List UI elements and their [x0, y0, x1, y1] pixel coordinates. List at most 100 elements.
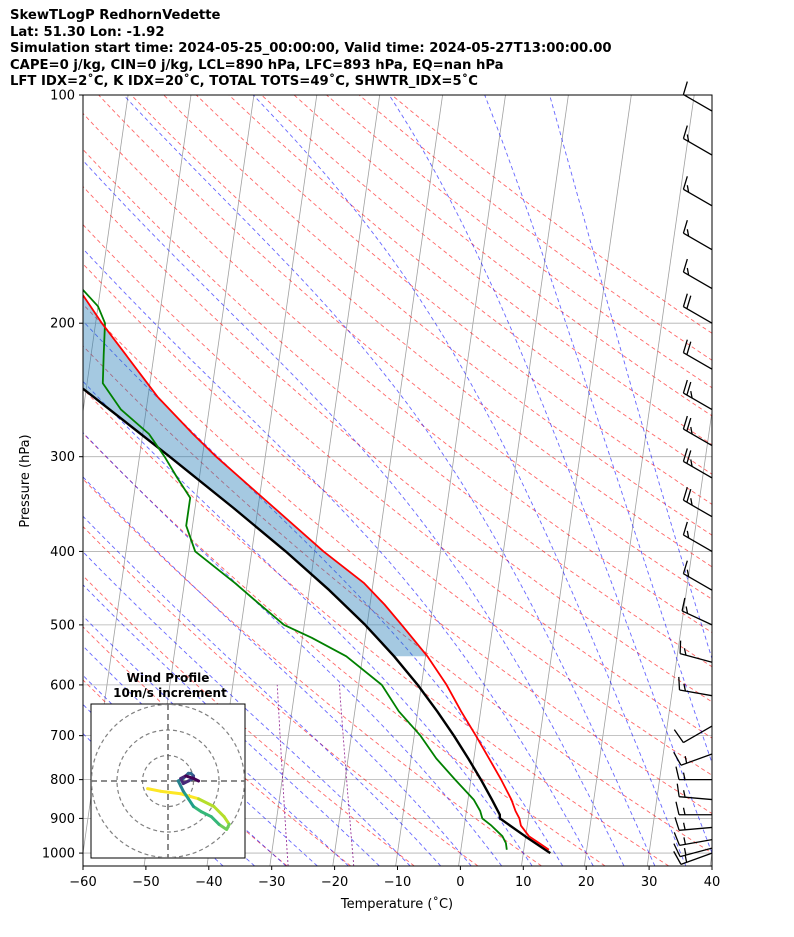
hodograph-segment: [209, 815, 221, 826]
dry-adiabat-line: [326, 95, 712, 389]
wind-barb-feather: [682, 415, 688, 430]
wind-barb-half-feather: [690, 459, 693, 467]
wind-barb-half-feather: [690, 498, 693, 506]
hodograph-segment: [222, 815, 231, 826]
mixing-ratio-lines: [276, 684, 355, 866]
wind-barb-half-feather: [685, 606, 689, 614]
moist-adiabat-line: [123, 95, 656, 866]
wind-barb-staff: [683, 460, 713, 479]
x-tick-label: −20: [321, 875, 348, 890]
wind-barb-feather: [673, 751, 682, 766]
wind-barb-staff: [683, 232, 713, 251]
x-tick-label: −40: [195, 875, 222, 890]
wind-barb: [682, 560, 713, 591]
wind-barb-half-feather: [682, 790, 686, 798]
wind-barb-staff: [683, 534, 713, 552]
wind-barb-half-feather: [682, 822, 686, 830]
time-line: Simulation start time: 2024-05-25_00:00:…: [10, 41, 612, 56]
wind-barb-feather: [682, 487, 688, 501]
wind-barb-half-feather: [686, 569, 690, 577]
x-axis-label: Temperature (˚C): [340, 896, 453, 912]
wind-barb-feather: [682, 293, 688, 307]
wind-barb-feather: [682, 258, 688, 273]
wind-barb: [676, 783, 713, 801]
isotherm-line: [0, 95, 2, 866]
wind-barb-staff: [683, 499, 713, 518]
wind-barb: [682, 379, 713, 411]
wind-barbs: [673, 81, 713, 865]
wind-barb: [678, 676, 713, 697]
wind-barb: [682, 339, 713, 370]
wind-barb-feather: [686, 381, 692, 396]
wind-barb-half-feather: [683, 683, 687, 692]
chart-header: SkewTLogP RedhornVedette Lat: 51.30 Lon:…: [10, 8, 612, 91]
wind-barb-feather: [681, 597, 686, 612]
isotherm-line: [269, 95, 381, 866]
wind-barb-feather: [682, 81, 688, 95]
x-tick-label: −50: [132, 875, 159, 890]
temperature-profile-line: [83, 293, 550, 851]
wind-barb-staff: [683, 271, 713, 290]
wind-barb-feather: [686, 417, 692, 432]
dry-adiabat-line: [83, 345, 712, 854]
hodograph-segment: [146, 787, 162, 793]
isotherm-line: [646, 408, 712, 866]
x-tick-label: −10: [384, 875, 411, 890]
wind-barb-half-feather: [683, 648, 687, 656]
wind-barb-feather: [675, 801, 680, 815]
wind-barb: [682, 125, 713, 156]
wind-barb-staff: [683, 725, 713, 744]
wind-barb-feather: [682, 339, 688, 353]
hodograph-segment: [179, 792, 201, 801]
wind-barb-feather: [676, 783, 680, 797]
wind-barb-staff: [679, 796, 713, 801]
wind-barb-feather: [686, 450, 692, 464]
hodograph-segment: [197, 797, 216, 808]
axes: −60 −50 −40 −30 −20 −10 0 10 20 30 40 100 200 300 400 5…: [42, 89, 720, 891]
wind-barb-feather: [682, 521, 688, 536]
wind-barb-staff: [683, 306, 713, 324]
x-tick-label: 40: [704, 875, 721, 890]
wind-barb: [673, 751, 713, 766]
dry-adiabat-line: [83, 525, 479, 866]
y-tick-label: 1000: [42, 847, 75, 862]
isotherm-line: [773, 95, 794, 866]
wind-barb-staff: [683, 428, 713, 447]
wind-barb: [673, 843, 713, 858]
wind-barb-feather: [682, 560, 688, 574]
hodograph-segment: [181, 789, 190, 801]
wind-barb-half-feather: [686, 530, 690, 539]
wind-barb: [682, 293, 713, 324]
moist-adiabat-line: [83, 515, 442, 866]
wind-barb-staff: [681, 610, 713, 626]
wind-barb: [682, 81, 713, 112]
wind-barb: [682, 487, 713, 518]
plot-area: [0, 95, 794, 866]
hodograph-segment: [217, 822, 229, 831]
wind-barb-staff: [683, 188, 713, 207]
chart-title: SkewTLogP RedhornVedette: [10, 8, 221, 23]
dry-adiabat-line: [83, 185, 712, 703]
isotherm-line: [395, 95, 506, 866]
x-tick-label: 10: [515, 875, 532, 890]
y-axis-label: Pressure (hPa): [18, 434, 33, 527]
wind-barb-staff: [683, 392, 713, 411]
hodograph-plot: [91, 704, 245, 858]
wind-barb-feather: [675, 766, 680, 780]
wind-barb-staff: [680, 753, 713, 766]
wind-barb-feather: [682, 448, 688, 462]
dry-adiabat-line: [195, 95, 712, 505]
wind-barb: [675, 801, 712, 816]
hodograph-title: Wind Profile: [127, 671, 210, 685]
wind-barb: [682, 521, 713, 552]
wind-barb-half-feather: [686, 185, 690, 193]
hodograph-subtitle: 10m/s increment: [113, 686, 227, 700]
wind-barb-staff: [679, 653, 713, 663]
wind-barb: [673, 832, 713, 847]
parcel-profile-line: [83, 387, 551, 855]
wind-barb-feather: [673, 832, 681, 846]
dry-adiabat-line: [83, 575, 415, 866]
x-tick-label: 30: [641, 875, 658, 890]
wind-barb: [673, 725, 713, 744]
wind-barb: [682, 448, 713, 479]
